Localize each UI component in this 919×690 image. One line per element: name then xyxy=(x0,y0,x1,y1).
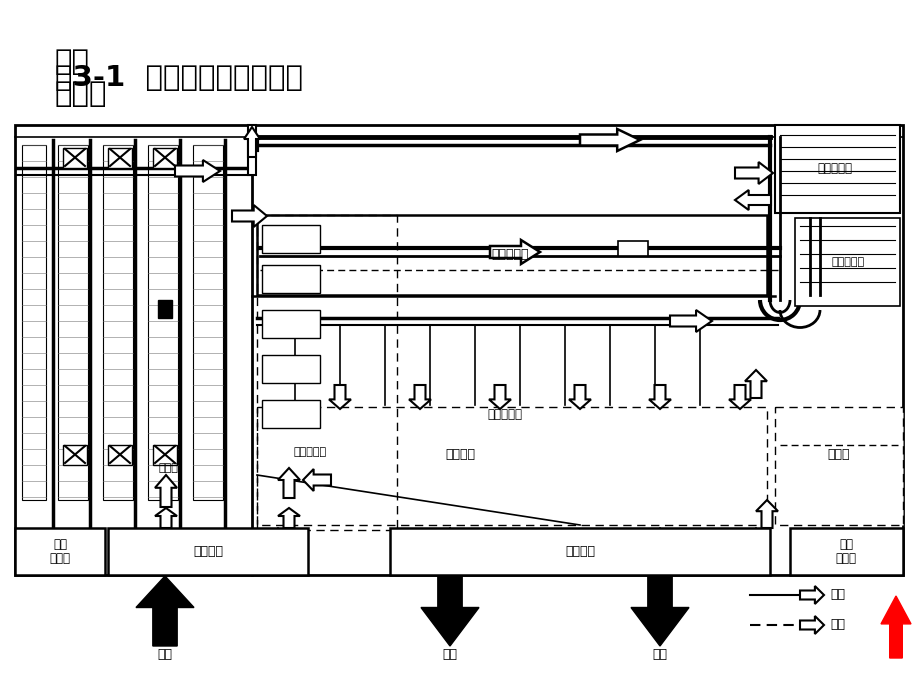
Polygon shape xyxy=(648,385,670,409)
Text: 入库站: 入库站 xyxy=(158,463,177,473)
Text: 发货大厅: 发货大厅 xyxy=(564,545,595,558)
Text: 间接区: 间接区 xyxy=(827,448,849,462)
Bar xyxy=(108,528,308,575)
Text: 发货: 发货 xyxy=(652,649,667,662)
Text: 进货: 进货 xyxy=(157,649,173,662)
Bar xyxy=(262,225,320,253)
Text: 进货大厅: 进货大厅 xyxy=(193,545,222,558)
Polygon shape xyxy=(409,385,430,409)
Bar xyxy=(390,528,769,575)
Bar xyxy=(158,300,172,318)
Bar xyxy=(256,407,766,525)
Bar xyxy=(794,218,899,306)
Polygon shape xyxy=(800,616,823,634)
Text: 发货: 发货 xyxy=(442,649,457,662)
Polygon shape xyxy=(880,596,910,658)
Bar xyxy=(15,125,902,575)
Bar xyxy=(15,528,105,575)
Polygon shape xyxy=(136,576,194,646)
Bar xyxy=(108,148,131,168)
Text: 托盘货架区: 托盘货架区 xyxy=(293,447,326,457)
Polygon shape xyxy=(734,190,770,210)
Bar xyxy=(153,148,176,168)
Bar xyxy=(789,528,902,575)
Bar xyxy=(193,145,222,500)
Bar xyxy=(153,445,176,465)
Bar xyxy=(774,407,902,525)
Polygon shape xyxy=(490,240,539,264)
Polygon shape xyxy=(755,500,777,528)
Polygon shape xyxy=(800,586,823,604)
Text: 发货
事务所: 发货 事务所 xyxy=(834,538,856,566)
Polygon shape xyxy=(734,162,772,184)
Bar xyxy=(774,125,899,213)
Text: 分类输送机: 分类输送机 xyxy=(487,408,522,422)
Bar xyxy=(108,445,131,465)
Bar xyxy=(256,215,766,295)
Bar xyxy=(62,445,87,465)
Bar xyxy=(148,145,177,500)
Bar xyxy=(58,145,88,500)
Bar xyxy=(262,355,320,383)
Text: 发货储存: 发货储存 xyxy=(445,448,474,462)
Polygon shape xyxy=(232,205,267,227)
Bar xyxy=(248,125,255,175)
Text: 流通加工区: 流通加工区 xyxy=(817,163,852,175)
Polygon shape xyxy=(421,576,479,646)
Bar xyxy=(262,265,320,293)
Polygon shape xyxy=(579,129,640,151)
Bar xyxy=(262,310,320,338)
Polygon shape xyxy=(175,160,220,182)
Text: 进货
事务所: 进货 事务所 xyxy=(55,48,108,108)
Polygon shape xyxy=(154,508,176,528)
Polygon shape xyxy=(302,469,331,491)
Bar xyxy=(618,241,647,256)
Polygon shape xyxy=(154,475,176,507)
Text: 图3-1  仓库平面布置示意图: 图3-1 仓库平面布置示意图 xyxy=(55,64,302,92)
Polygon shape xyxy=(244,127,260,157)
Polygon shape xyxy=(278,468,300,498)
Text: 群流动货架: 群流动货架 xyxy=(831,257,864,267)
Polygon shape xyxy=(630,576,688,646)
Text: 进货
事务所: 进货 事务所 xyxy=(50,538,71,566)
Bar xyxy=(256,215,397,530)
Bar xyxy=(62,148,87,168)
Polygon shape xyxy=(278,508,300,528)
Polygon shape xyxy=(669,310,711,332)
Text: 流动货架区: 流动货架区 xyxy=(491,248,528,262)
Text: 物流: 物流 xyxy=(829,589,844,602)
Polygon shape xyxy=(568,385,590,409)
Bar xyxy=(22,145,46,500)
Bar xyxy=(103,145,133,500)
Polygon shape xyxy=(329,385,351,409)
Polygon shape xyxy=(489,385,510,409)
Bar xyxy=(255,215,256,525)
Text: 人流: 人流 xyxy=(829,618,844,631)
Polygon shape xyxy=(744,370,766,398)
Bar xyxy=(262,400,320,428)
Polygon shape xyxy=(728,385,750,409)
